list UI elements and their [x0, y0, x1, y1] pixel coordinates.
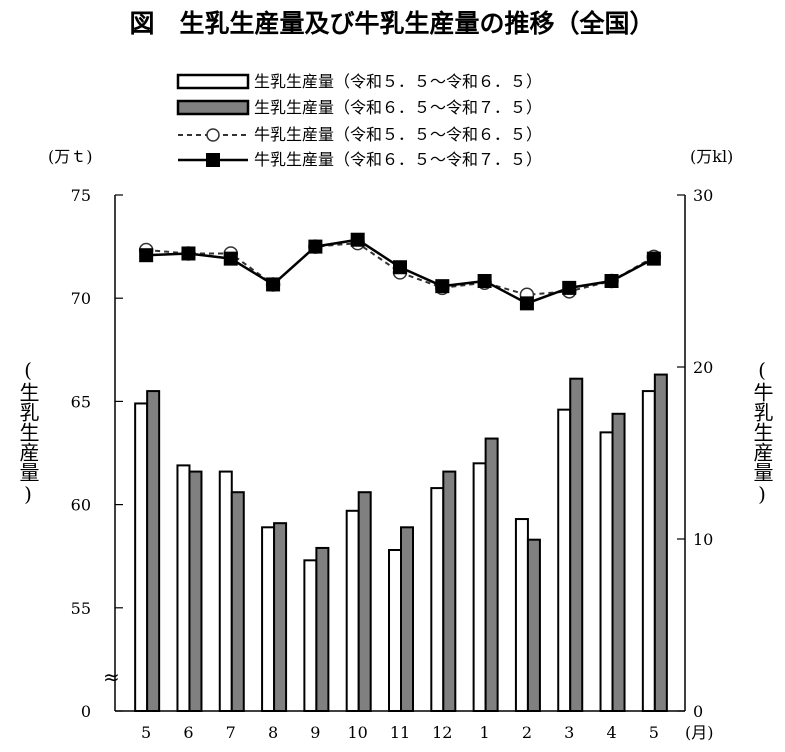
left-axis-unit: (万ｔ) [48, 147, 93, 166]
x-tick-label: 12 [432, 723, 452, 742]
axis-break-symbol: ≈ [103, 665, 120, 689]
legend-item-bar-prev: 生乳生産量（令和５．５～令和６．５） [176, 72, 542, 91]
point-curr [562, 280, 577, 295]
bar-prev [218, 470, 233, 712]
legend-label-line-prev: 牛乳生産量（令和５．５～令和６．５） [254, 125, 542, 144]
legend-item-line-curr: 牛乳生産量（令和６．５～令和７．５） [178, 150, 542, 169]
legend-label-line-curr: 牛乳生産量（令和６．５～令和７．５） [254, 150, 542, 169]
x-tick-label: 3 [564, 723, 574, 742]
x-tick-label: 9 [310, 723, 320, 742]
legend: 生乳生産量（令和５．５～令和６．５） 生乳生産量（令和６．５～令和７．５） 牛乳… [176, 72, 542, 169]
bar-curr [611, 412, 626, 712]
left-tick-label: 75 [71, 186, 91, 205]
bar-curr [357, 491, 372, 712]
bar-prev [430, 487, 445, 713]
left-tick-label: 65 [71, 392, 91, 411]
right-tick-label: 30 [693, 186, 713, 205]
x-tick-label: 8 [268, 723, 278, 742]
legend-swatch-bar-prev [176, 73, 250, 90]
bar-prev [261, 526, 276, 713]
point-curr [646, 251, 661, 266]
left-tick-label: 0 [81, 702, 91, 721]
x-tick-label: 10 [348, 723, 368, 742]
point-curr [519, 296, 534, 311]
bar-prev [303, 559, 318, 712]
chart-title: 図 生乳生産量及び牛乳生産量の推移（全国） [129, 9, 654, 38]
left-tick-label: 60 [71, 496, 91, 515]
legend-label-bar-prev: 生乳生産量（令和５．５～令和６．５） [254, 72, 542, 91]
x-tick-label: 1 [480, 723, 490, 742]
x-axis-ticks: 5 6 7 8 9 10 11 12 1 2 3 4 5 [141, 723, 659, 742]
bar-prev [472, 462, 487, 712]
x-tick-label: 5 [141, 723, 151, 742]
bar-curr [653, 373, 668, 712]
bar-curr [315, 546, 330, 712]
lines [138, 232, 662, 311]
right-tick-label: 0 [693, 702, 703, 721]
x-tick-label: 7 [226, 723, 236, 742]
point-curr [223, 251, 238, 266]
legend-marker-line-curr [206, 153, 220, 167]
bar-prev [514, 518, 529, 712]
bar-curr [273, 522, 288, 713]
x-tick-label: 4 [606, 723, 616, 742]
point-curr [181, 246, 196, 261]
bars [134, 373, 668, 713]
point-curr [604, 274, 619, 288]
point-curr [350, 232, 365, 247]
point-curr [308, 239, 323, 254]
bar-curr [442, 470, 457, 712]
legend-label-bar-curr: 生乳生産量（令和６．５～令和７．５） [254, 98, 542, 117]
bar-prev [345, 509, 360, 712]
bar-prev [388, 549, 402, 712]
point-curr [393, 260, 407, 275]
bar-curr [188, 470, 203, 712]
point-curr [139, 248, 154, 263]
left-tick-label: 55 [71, 599, 91, 618]
right-tick-label: 10 [693, 530, 713, 549]
bar-curr [569, 377, 584, 712]
bar-prev [557, 408, 572, 712]
right-tick-label: 20 [693, 358, 713, 377]
right-axis-ticks: 30 20 10 0 [677, 186, 713, 721]
legend-item-bar-curr: 生乳生産量（令和６．５～令和７．５） [176, 98, 542, 117]
bar-curr [484, 437, 499, 712]
point-curr [266, 277, 281, 292]
legend-item-line-prev: 牛乳生産量（令和５．５～令和６．５） [178, 125, 542, 144]
bar-curr [230, 491, 245, 712]
bar-prev [176, 464, 191, 712]
x-tick-label: 2 [522, 723, 532, 742]
bar-curr [526, 538, 541, 712]
left-tick-label: 70 [71, 289, 91, 308]
x-tick-label: 11 [390, 723, 410, 742]
bar-prev [134, 402, 149, 712]
bar-prev [641, 390, 656, 712]
right-axis-unit: (万kl) [690, 147, 733, 166]
left-axis-ticks: 75 70 65 60 55 0 [71, 186, 123, 721]
left-axis-title: (生乳生産量) [16, 358, 40, 506]
point-curr [477, 274, 492, 288]
x-axis-unit: (月) [685, 723, 714, 742]
right-axis-title: (牛乳生産量) [750, 358, 774, 506]
legend-swatch-bar-curr [176, 99, 250, 116]
legend-marker-line-prev [206, 128, 220, 142]
point-curr [435, 279, 450, 294]
bar-prev [599, 431, 614, 712]
x-tick-label: 5 [649, 723, 659, 742]
x-tick-label: 6 [183, 723, 193, 742]
bar-curr [146, 390, 161, 712]
bar-curr [400, 526, 414, 713]
